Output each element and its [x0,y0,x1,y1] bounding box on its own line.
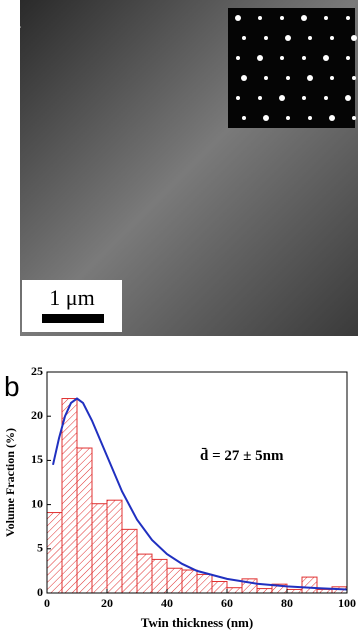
diffraction-spot [346,16,350,20]
diffraction-spot [352,116,356,120]
x-tick-label: 20 [101,596,113,610]
x-tick-label: 100 [338,596,356,610]
diffraction-spot [302,96,306,100]
diffraction-spot [264,76,268,80]
histogram-bar [226,587,243,594]
diffraction-spot [324,16,328,20]
diffraction-spot [307,75,313,81]
diffraction-spot [263,115,269,121]
diffraction-spot [242,116,246,120]
diffraction-spot [242,36,246,40]
diffraction-spot [285,35,291,41]
y-tick-label: 20 [31,408,43,422]
diffraction-spot [286,76,290,80]
diffraction-spot [323,55,329,61]
diffraction-spot [241,75,247,81]
histogram-bar [136,553,153,594]
histogram-bar [286,588,303,594]
diffraction-spot [235,15,241,21]
diffraction-spot [301,15,307,21]
diffraction-spot [257,55,263,61]
histogram-bar [46,512,63,594]
diffraction-spot [280,16,284,20]
y-axis-label: Volume Fraction (%) [3,428,17,537]
diffraction-spot [330,36,334,40]
y-tick-label: 10 [31,496,43,510]
diffraction-spot [345,95,351,101]
diffraction-spot [302,56,306,60]
histogram-bar [91,503,108,594]
histogram-bar [316,588,333,594]
diffraction-spot [308,36,312,40]
diffraction-spot [346,56,350,60]
y-tick-label: 15 [31,452,43,466]
histogram-bar [211,581,228,594]
diffraction-spots [235,15,357,121]
x-tick-label: 40 [161,596,173,610]
diffraction-spot [236,56,240,60]
y-tick-label: 25 [31,364,43,378]
histogram-bar [301,576,318,594]
diffraction-spot [280,56,284,60]
diffraction-spot [351,35,357,41]
diffraction-spot [324,96,328,100]
diffraction-spot [236,96,240,100]
scale-bar-label: 1 μm [49,285,94,310]
panel-label: a [6,4,21,34]
diffraction-spot [308,116,312,120]
x-axis-label: Twin thickness (nm) [141,615,253,630]
histogram-bar [121,528,138,594]
diffraction-spot [286,116,290,120]
diffraction-spot [330,76,334,80]
histogram-bar [196,573,213,594]
histogram-bar [61,398,78,594]
diffraction-spot [258,16,262,20]
diffraction-inset [228,8,355,128]
annotation: d̄ = 27 ± 5nm [200,448,284,464]
x-tick-label: 0 [44,596,50,610]
diffraction-spot [329,115,335,121]
diffraction-spot [258,96,262,100]
diffraction-spot [352,76,356,80]
scale-bar-box [22,280,122,332]
histogram-bar [256,588,273,594]
histogram-bar [151,558,168,594]
histogram: b 0 5 10 15 20 25 0 20 40 60 80 100 Twin thickness (n… [3,364,356,630]
panel-label: b [4,371,20,402]
y-tick-label: 0 [37,585,43,599]
diffraction-spot [264,36,268,40]
x-tick-label: 80 [281,596,293,610]
x-tick-label: 60 [221,596,233,610]
scale-bar [42,314,104,323]
histogram-bar [181,569,198,594]
histogram-bar [76,447,93,594]
diffraction-spot [279,95,285,101]
y-tick-label: 5 [37,541,43,555]
plot-frame [46,371,348,594]
histogram-bar [166,567,183,594]
histogram-bar [106,499,123,594]
fit-curve [52,397,348,591]
